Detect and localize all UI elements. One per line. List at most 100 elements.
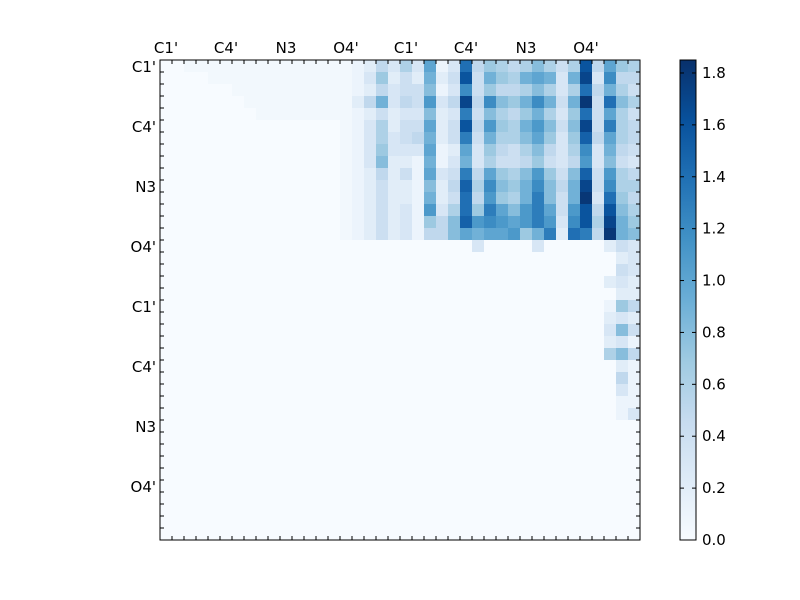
heatmap-cell xyxy=(544,60,557,73)
heatmap-cell xyxy=(400,120,413,133)
colorbar-tick-label: 1.2 xyxy=(702,220,726,238)
heatmap-cell xyxy=(508,324,521,337)
heatmap-cell xyxy=(412,180,425,193)
heatmap-cell xyxy=(232,444,245,457)
heatmap-cell xyxy=(328,84,341,97)
heatmap-cell xyxy=(484,408,497,421)
heatmap-cell xyxy=(436,468,449,481)
heatmap-cell xyxy=(268,132,281,145)
heatmap-cell xyxy=(340,312,353,325)
heatmap-cell xyxy=(580,324,593,337)
heatmap-cell xyxy=(208,228,221,241)
heatmap-cell xyxy=(280,240,293,253)
heatmap-cell xyxy=(520,288,533,301)
heatmap-cell xyxy=(352,312,365,325)
heatmap-cell xyxy=(484,204,497,217)
heatmap-cell xyxy=(484,156,497,169)
heatmap-cell xyxy=(484,240,497,253)
heatmap-cell xyxy=(196,408,209,421)
heatmap-cell xyxy=(340,336,353,349)
heatmap-cell xyxy=(328,468,341,481)
heatmap-cell xyxy=(556,408,569,421)
heatmap-cell xyxy=(196,204,209,217)
heatmap-cell xyxy=(388,216,401,229)
heatmap-cell xyxy=(448,444,461,457)
heatmap-cell xyxy=(364,324,377,337)
heatmap-cell xyxy=(184,384,197,397)
heatmap-cell xyxy=(376,288,389,301)
heatmap-cell xyxy=(592,348,605,361)
x-tick-label: O4' xyxy=(333,39,358,57)
heatmap-cell xyxy=(340,240,353,253)
heatmap-cell xyxy=(628,528,641,541)
heatmap-cell xyxy=(412,264,425,277)
heatmap-cell xyxy=(376,324,389,337)
x-tick-label: C4' xyxy=(454,39,478,57)
heatmap-cell xyxy=(496,132,509,145)
heatmap-cell xyxy=(280,204,293,217)
heatmap-cell xyxy=(508,360,521,373)
heatmap-cell xyxy=(472,468,485,481)
heatmap-cell xyxy=(340,72,353,85)
heatmap-cell xyxy=(256,468,269,481)
heatmap-cell xyxy=(340,516,353,529)
heatmap-cell xyxy=(364,432,377,445)
heatmap-cell xyxy=(520,420,533,433)
heatmap-cell xyxy=(280,252,293,265)
heatmap-cell xyxy=(628,336,641,349)
heatmap-cell xyxy=(592,360,605,373)
heatmap-cell xyxy=(316,468,329,481)
heatmap-cell xyxy=(424,216,437,229)
heatmap-cell xyxy=(160,300,173,313)
heatmap-cell xyxy=(568,432,581,445)
heatmap-cell xyxy=(160,324,173,337)
heatmap-cell xyxy=(352,396,365,409)
heatmap-cell xyxy=(580,132,593,145)
heatmap-cell xyxy=(160,372,173,385)
heatmap-cell xyxy=(364,216,377,229)
heatmap-cell xyxy=(400,396,413,409)
heatmap-cell xyxy=(304,156,317,169)
heatmap-cell xyxy=(352,408,365,421)
heatmap-cell xyxy=(448,492,461,505)
heatmap-cell xyxy=(340,96,353,109)
heatmap-cell xyxy=(184,432,197,445)
heatmap-cell xyxy=(616,96,629,109)
heatmap-cell xyxy=(496,480,509,493)
heatmap-cell xyxy=(484,456,497,469)
heatmap-cell xyxy=(244,252,257,265)
heatmap-cell xyxy=(220,276,233,289)
heatmap-cell xyxy=(592,432,605,445)
heatmap-cell xyxy=(304,168,317,181)
heatmap-cell xyxy=(268,360,281,373)
heatmap-cell xyxy=(412,192,425,205)
heatmap-cell xyxy=(532,276,545,289)
heatmap-cell xyxy=(208,204,221,217)
heatmap-cell xyxy=(628,168,641,181)
heatmap-cell xyxy=(280,468,293,481)
heatmap-cell xyxy=(364,192,377,205)
heatmap-cell xyxy=(400,420,413,433)
heatmap-cell xyxy=(472,96,485,109)
heatmap-cell xyxy=(364,288,377,301)
heatmap-cell xyxy=(364,240,377,253)
heatmap-cell xyxy=(628,180,641,193)
heatmap-cell xyxy=(556,504,569,517)
heatmap-cell xyxy=(364,108,377,121)
y-tick-label: C1' xyxy=(132,58,156,76)
heatmap-cell xyxy=(244,360,257,373)
heatmap-cell xyxy=(460,120,473,133)
heatmap-cell xyxy=(496,144,509,157)
heatmap-cell xyxy=(448,420,461,433)
heatmap-cell xyxy=(484,504,497,517)
heatmap-cell xyxy=(244,504,257,517)
heatmap-cell xyxy=(340,384,353,397)
heatmap-cell xyxy=(340,120,353,133)
heatmap-cell xyxy=(352,144,365,157)
heatmap-cell xyxy=(172,120,185,133)
heatmap-cell xyxy=(436,204,449,217)
heatmap-cell xyxy=(328,432,341,445)
colorbar-ticks: 0.00.20.40.60.81.01.21.41.61.8 xyxy=(680,64,726,549)
heatmap-cell xyxy=(460,144,473,157)
heatmap-cell xyxy=(532,132,545,145)
